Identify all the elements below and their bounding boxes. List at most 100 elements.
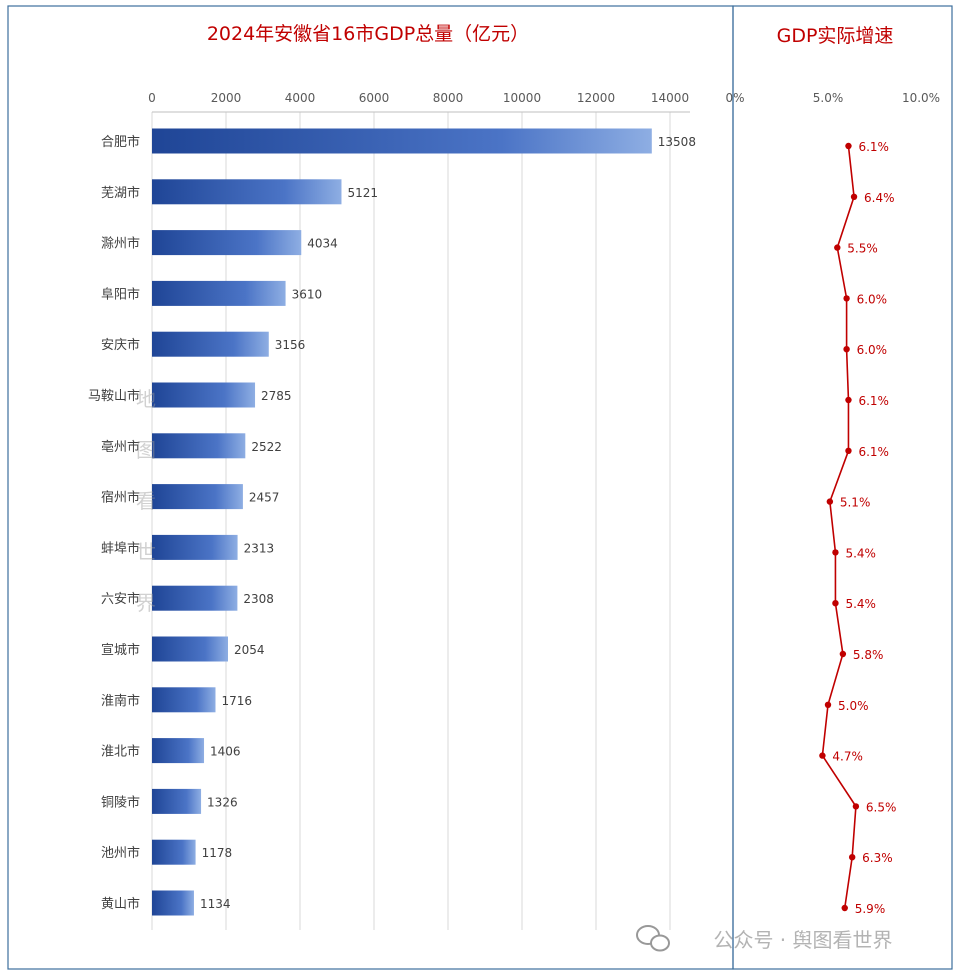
growth-value-label: 5.8%: [853, 648, 884, 662]
gdp-bar: [152, 585, 238, 611]
gdp-x-tick-label: 0: [148, 91, 156, 105]
gdp-value-label: 13508: [658, 135, 696, 149]
gdp-bar: [152, 382, 256, 408]
growth-point: [832, 549, 839, 556]
gdp-value-label: 1326: [207, 795, 238, 809]
gdp-bar: [152, 179, 342, 205]
growth-value-label: 5.0%: [838, 699, 869, 713]
growth-value-label: 6.5%: [866, 800, 897, 814]
growth-point: [850, 193, 858, 200]
gdp-bar: [152, 128, 652, 154]
gdp-value-label: 1716: [221, 694, 252, 708]
gdp-bar: [152, 890, 194, 916]
growth-value-label: 5.1%: [840, 496, 871, 510]
gdp-x-tick-label: 8000: [433, 91, 464, 105]
gdp-x-tick-label: 4000: [285, 91, 316, 105]
gdp-bar: [152, 687, 216, 713]
city-label: 池州市: [101, 845, 140, 861]
growth-point: [845, 142, 852, 150]
growth-point: [852, 803, 860, 810]
gdp-value-label: 2054: [234, 643, 265, 657]
gdp-x-tick-label: 12000: [577, 91, 615, 105]
city-label: 淮北市: [101, 744, 140, 760]
gdp-total-title: 2024年安徽省16市GDP总量（亿元）: [207, 23, 529, 45]
growth-point: [819, 752, 826, 759]
growth-value-label: 6.3%: [862, 851, 893, 865]
growth-value-label: 6.4%: [864, 191, 895, 205]
gdp-bar: [152, 534, 238, 560]
city-label: 蚌埠市: [101, 540, 140, 556]
growth-point: [839, 650, 847, 658]
growth-point: [843, 295, 850, 302]
gdp-x-tick-label: 10000: [503, 91, 541, 105]
watermark-char: 世: [136, 540, 156, 564]
city-label: 安庆市: [101, 337, 140, 353]
city-label: 亳州市: [101, 439, 140, 455]
watermark-footer-text: 公众号 · 舆图看世界: [713, 928, 892, 952]
gdp-x-tick-label: 14000: [651, 91, 689, 105]
growth-value-label: 6.0%: [857, 343, 888, 357]
watermark-char: 看: [136, 489, 156, 513]
gdp-value-label: 3156: [275, 338, 306, 352]
gdp-value-label: 2522: [251, 440, 282, 454]
city-label: 马鞍山市: [88, 388, 140, 404]
growth-line-series: [821, 145, 857, 909]
watermark-char: 地: [136, 387, 156, 411]
gdp-bar: [152, 280, 286, 306]
gdp-value-label: 1406: [210, 745, 241, 759]
growth-point: [845, 396, 852, 404]
growth-value-label: 6.0%: [857, 292, 888, 306]
city-label: 阜阳市: [101, 286, 140, 302]
gdp-value-label: 2457: [249, 491, 280, 505]
gdp-bar: [152, 839, 196, 865]
growth-value-label: 5.9%: [855, 902, 886, 916]
growth-point: [845, 447, 852, 454]
growth-point: [826, 498, 834, 505]
gdp-bar: [152, 788, 202, 814]
growth-value-label: 6.1%: [858, 140, 889, 154]
gdp-x-tick-label: 6000: [359, 91, 390, 105]
city-label: 滁州市: [101, 236, 140, 252]
growth-point: [824, 701, 832, 708]
growth-point: [841, 904, 848, 912]
growth-x-tick-label: 10.0%: [902, 91, 940, 105]
wechat-icon: [636, 925, 670, 952]
city-label: 六安市: [101, 591, 140, 607]
growth-point: [848, 854, 856, 861]
gdp-x-tick-label: 2000: [211, 91, 242, 105]
gdp-growth-title: GDP实际增速: [777, 25, 894, 47]
growth-point: [843, 346, 850, 353]
wechat-bubble-small: [650, 934, 670, 952]
right-panel-frame: [732, 5, 953, 970]
city-label: 黄山市: [101, 896, 140, 912]
growth-value-label: 6.1%: [858, 445, 889, 459]
growth-value-label: 5.5%: [847, 242, 878, 256]
gdp-bar: [152, 230, 302, 256]
gdp-bar: [152, 738, 205, 764]
growth-value-label: 6.1%: [858, 394, 889, 408]
watermark-char: 界: [136, 591, 156, 615]
gdp-value-label: 1178: [202, 846, 233, 860]
gdp-bar: [152, 433, 246, 459]
growth-point: [834, 244, 841, 251]
growth-x-tick-label: 0%: [725, 91, 744, 105]
growth-value-label: 5.4%: [845, 546, 876, 560]
city-label: 合肥市: [101, 134, 140, 150]
gdp-bar: [152, 636, 228, 662]
gdp-value-label: 5121: [347, 186, 378, 200]
gdp-value-label: 1134: [200, 897, 231, 911]
gdp-value-label: 2308: [243, 592, 274, 606]
gdp-value-label: 2313: [244, 541, 275, 555]
city-label: 铜陵市: [101, 794, 140, 810]
gdp-value-label: 2785: [261, 389, 292, 403]
city-label: 宿州市: [101, 490, 140, 506]
growth-value-label: 5.4%: [845, 597, 876, 611]
gdp-bar: [152, 331, 269, 357]
growth-x-tick-label: 5.0%: [813, 91, 844, 105]
gdp-value-label: 4034: [307, 237, 338, 251]
city-label: 淮南市: [101, 693, 140, 709]
growth-point: [832, 600, 839, 607]
watermark-char: 图: [136, 438, 156, 462]
